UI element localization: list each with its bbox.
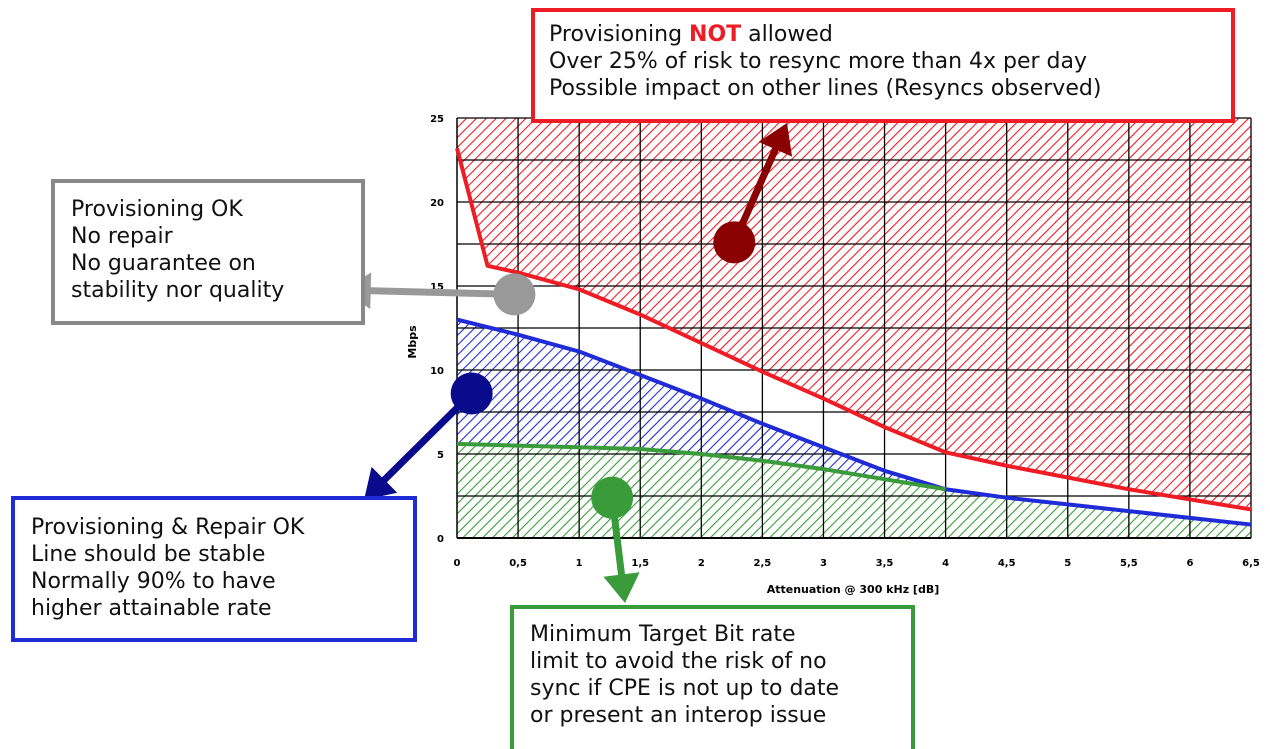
- callout-ok-line-3: No guarantee on: [71, 251, 256, 276]
- callout-repair-line-1: Provisioning & Repair OK: [31, 515, 305, 540]
- x-tick-label: 2,5: [754, 558, 772, 569]
- arrow-shaft-ok: [365, 287, 515, 298]
- marker-dot-ok: [493, 273, 536, 316]
- callout-not-allowed-line-2: Over 25% of risk to resync more than 4x …: [549, 49, 1088, 74]
- callout-min-line-3: sync if CPE is not up to date: [530, 676, 840, 701]
- x-tick-label: 1: [576, 558, 583, 569]
- callout-min-line-1: Minimum Target Bit rate: [530, 622, 796, 647]
- callout-repair-line-3: Normally 90% to have: [31, 569, 276, 594]
- y-tick-label: 20: [430, 198, 444, 209]
- callout-not-allowed: Provisioning NOT allowed Over 25% of ris…: [531, 8, 1235, 123]
- callout-provisioning-ok: Provisioning OK No repair No guarantee o…: [51, 179, 365, 325]
- y-tick-label: 5: [437, 450, 444, 461]
- y-tick-label: 25: [430, 114, 444, 125]
- series-line-green: [456, 441, 946, 492]
- callout-not-allowed-line-3: Possible impact on other lines (Resyncs …: [549, 76, 1102, 101]
- x-tick-label: 5: [1064, 558, 1071, 569]
- x-tick-label: 4: [942, 558, 949, 569]
- series-line-red: [455, 147, 1252, 512]
- marker-dot-not-allowed: [713, 221, 756, 264]
- y-tick-label: 10: [430, 366, 444, 377]
- x-tick-label: 3: [820, 558, 827, 569]
- callout-provisioning-repair-ok: Provisioning & Repair OK Line should be …: [11, 496, 417, 642]
- arrow-head-not-allowed: [758, 123, 793, 157]
- x-tick-label: 0: [454, 558, 461, 569]
- area-green: [457, 443, 1251, 538]
- arrow-shaft-repair: [378, 391, 475, 486]
- marker-dot-repair: [450, 372, 493, 415]
- callout-ok-line-1: Provisioning OK: [71, 197, 243, 222]
- callout-not-allowed-post: allowed: [741, 22, 833, 47]
- y-tick-label: 0: [437, 534, 444, 545]
- marker-dot-min: [591, 476, 634, 519]
- line-layer: [455, 147, 1252, 527]
- callout-min-line-4: or present an interop issue: [530, 703, 827, 728]
- x-tick-label: 6: [1186, 558, 1193, 569]
- x-tick-label: 5,5: [1120, 558, 1138, 569]
- x-axis-title: Attenuation @ 300 kHz [dB]: [767, 583, 940, 596]
- arrow-head-repair: [364, 466, 398, 500]
- callout-repair-line-2: Line should be stable: [31, 542, 266, 567]
- callout-min-line-2: limit to avoid the risk of no: [530, 649, 827, 674]
- y-axis-title: Mbps: [406, 325, 419, 359]
- y-tick-label: 15: [430, 282, 444, 293]
- callout-minimum-target: Minimum Target Bit rate limit to avoid t…: [510, 605, 915, 749]
- x-tick-label: 2: [698, 558, 705, 569]
- x-tick-label: 6,5: [1242, 558, 1260, 569]
- tick-layer: 0 0,5 1 1,5 2 2,5 3 3,5 4 4,5 5 5,5 6 6,5 0 5 10 15 20 25: [430, 114, 1260, 569]
- arrow-layer: [342, 123, 793, 603]
- arrow-head-min: [603, 572, 640, 603]
- callout-not-allowed-pre: Provisioning: [549, 22, 690, 47]
- series-line-blue: [456, 317, 1252, 527]
- x-tick-label: 3,5: [876, 558, 894, 569]
- grid-layer: [456, 117, 1252, 539]
- callout-ok-line-2: No repair: [71, 224, 173, 249]
- callout-not-allowed-emphasis: NOT: [689, 22, 742, 47]
- x-tick-label: 0,5: [509, 558, 527, 569]
- callout-repair-line-4: higher attainable rate: [31, 596, 272, 621]
- x-tick-label: 4,5: [998, 558, 1016, 569]
- callout-ok-line-4: stability nor quality: [71, 278, 285, 303]
- x-tick-label: 1,5: [631, 558, 649, 569]
- callout-not-allowed-line-1: Provisioning NOT allowed: [549, 21, 1231, 48]
